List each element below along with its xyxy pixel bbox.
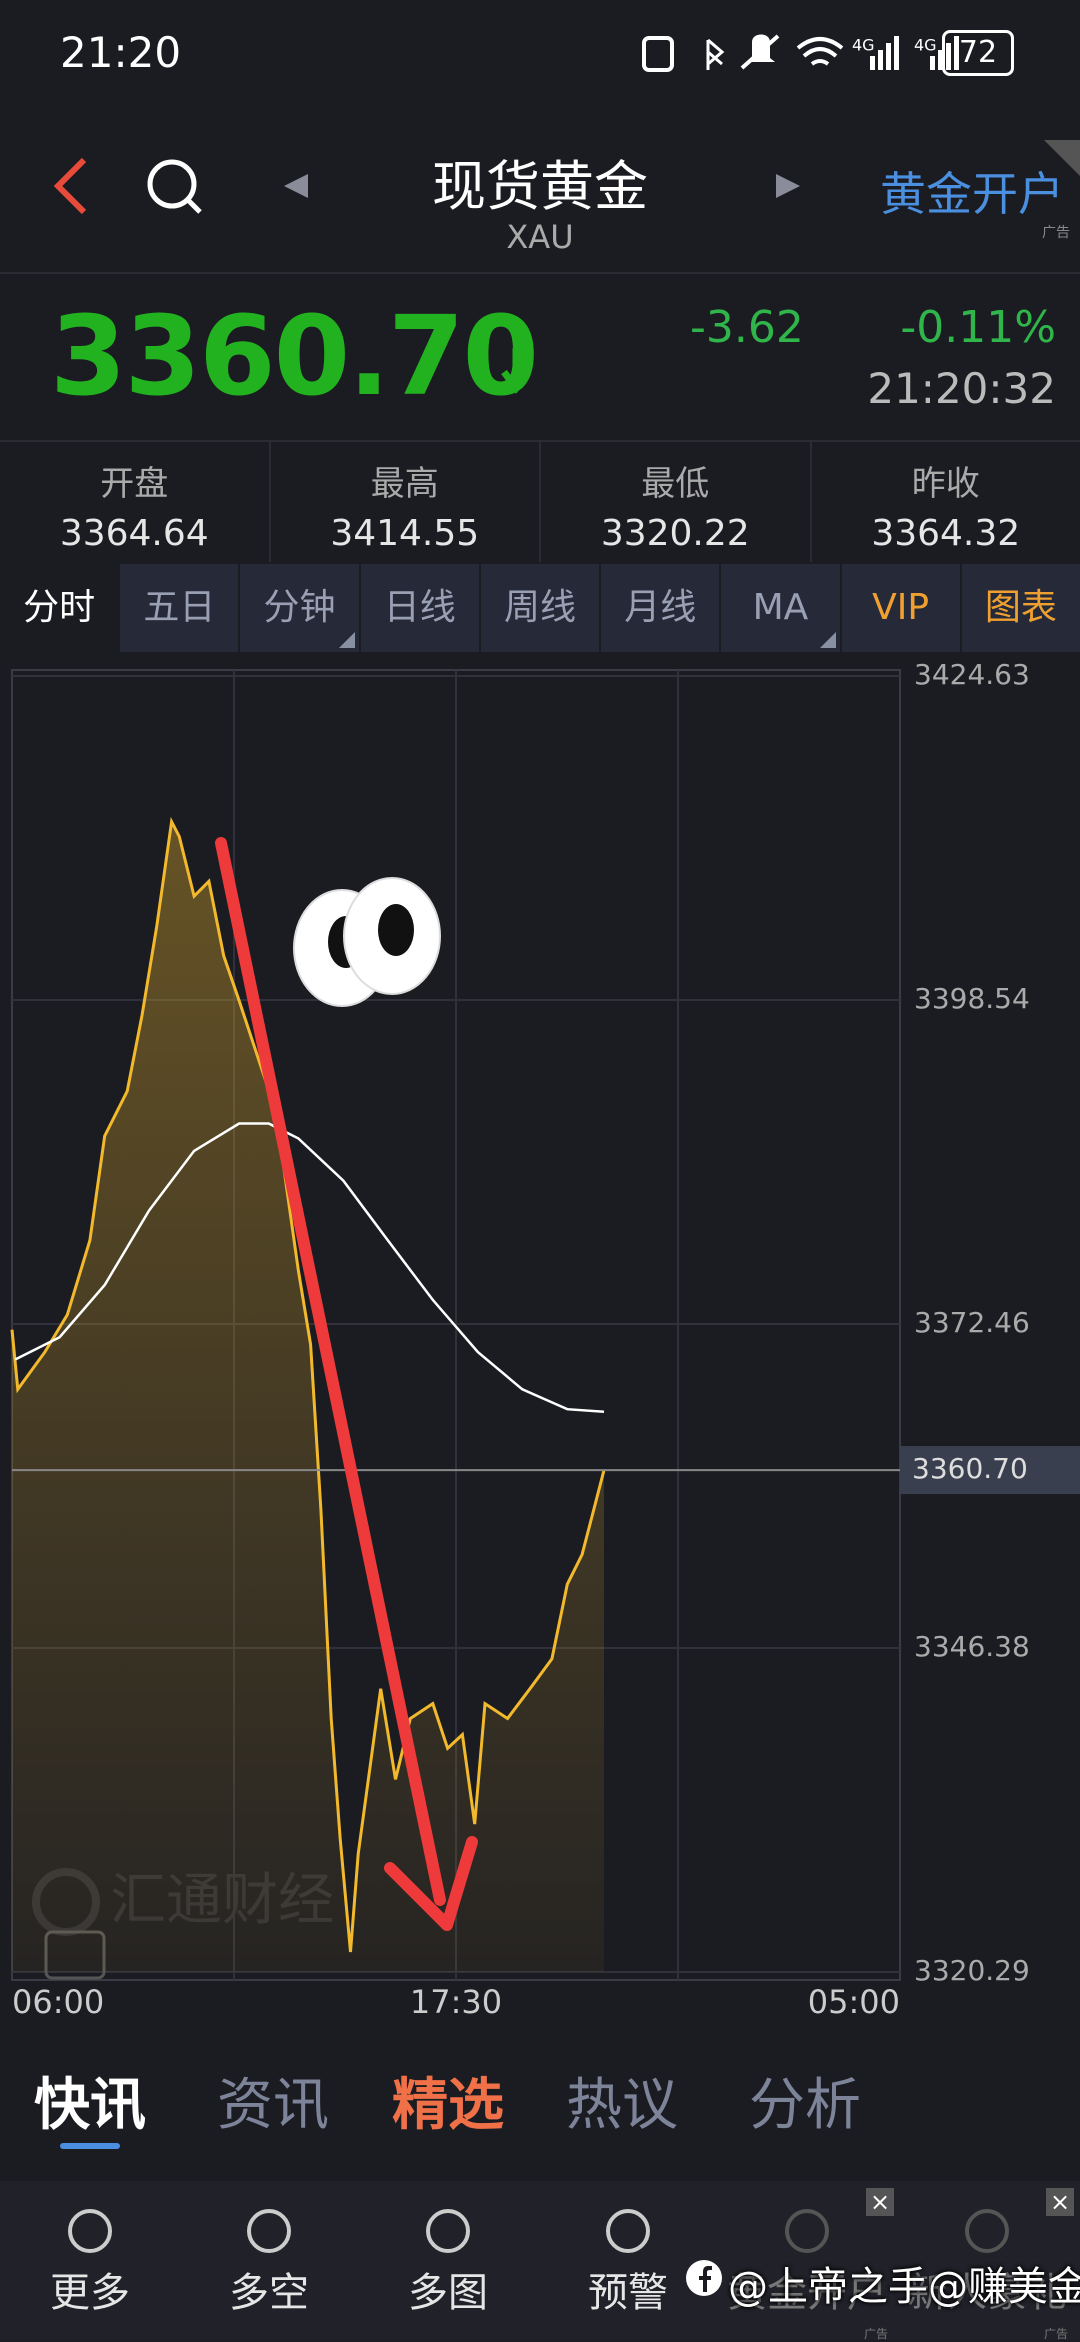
news-tab[interactable]: 快讯 [30, 2060, 150, 2141]
nav-icon [967, 2211, 1007, 2251]
y-tick-label: 3346.38 [914, 1630, 1030, 1663]
x-tick-label: 17:30 [410, 1983, 502, 2021]
news-tab[interactable]: 精选 [388, 2060, 508, 2141]
ad-close[interactable]: × [1046, 2188, 1074, 2216]
nav-icon [608, 2211, 648, 2251]
price-area [12, 822, 604, 1972]
tab-underline [60, 2143, 120, 2149]
x-tick-label: 05:00 [808, 1983, 900, 2021]
y-tick-label: 3320.29 [914, 1954, 1030, 1987]
current-price-label: 3360.70 [912, 1452, 1028, 1485]
news-tab[interactable]: 热议 [562, 2060, 682, 2141]
ad-tag: 广告 [1044, 2325, 1068, 2342]
y-tick-label: 3398.54 [914, 982, 1030, 1015]
nav-icon [249, 2211, 289, 2251]
news-tabs: 快讯资讯精选热议分析 [0, 2060, 1080, 2140]
nav-item[interactable]: 多图 [358, 2260, 538, 2318]
ad-close[interactable]: × [866, 2188, 894, 2216]
overlay-credit: @上帝之手@赚美金 [728, 2254, 1080, 2312]
y-tick-label: 3372.46 [914, 1306, 1030, 1339]
news-tab[interactable]: 资讯 [213, 2060, 333, 2141]
nav-icon [787, 2211, 827, 2251]
nav-icon [70, 2211, 110, 2251]
news-tab[interactable]: 分析 [745, 2060, 865, 2141]
chart: 3320.29 3346.38 3372.46 3398.54 3424.63 06:00… [0, 0, 1080, 2060]
pupil [378, 904, 414, 956]
x-tick-label: 06:00 [12, 1983, 104, 2021]
ad-tag: 广告 [864, 2325, 888, 2342]
y-tick-label: 3424.63 [914, 658, 1030, 691]
fb-icon [684, 2258, 724, 2298]
nav-icon [428, 2211, 468, 2251]
nav-item[interactable]: 多空 [179, 2260, 359, 2318]
nav-item[interactable]: 更多 [0, 2260, 180, 2318]
